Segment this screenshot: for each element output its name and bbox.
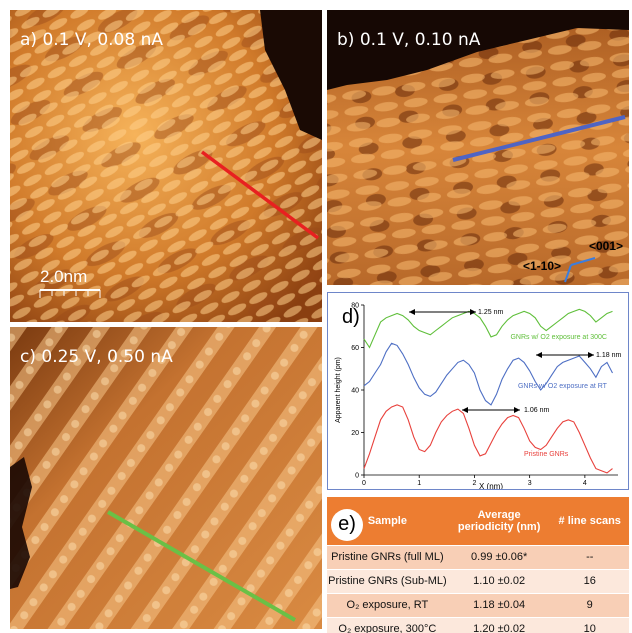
table-cell-periodicity: 0.99 ±0.06* [447,544,551,569]
table-row: O₂ exposure, RT 1.18 ±0.04 9 [327,592,629,617]
table-cell-periodicity: 1.18 ±0.04 [447,592,551,617]
y-tick-label: 0 [355,473,359,480]
table-cell-sample: Pristine GNRs (Sub-ML) [327,568,448,593]
direction-label-001: <001> [589,239,623,253]
scale-bar-label: 2.0nm [40,267,87,286]
table-cell-line-scans: 9 [550,592,629,617]
table-header-row: Sample Average periodicity (nm) # line s… [327,497,629,545]
table-row: O₂ exposure, 300°C 1.20 ±0.02 10 [327,616,629,633]
table-cell-sample: Pristine GNRs (full ML) [327,544,448,569]
stm-image-a: 2.0nm a) 0.1 V, 0.08 nA [10,10,322,322]
annotation-text-1-18: 1.18 nm [596,352,621,359]
table-row: Pristine GNRs (Sub-ML) 1.10 ±0.02 16 [327,568,629,593]
x-tick-label: 3 [528,480,532,487]
series-label-3: Pristine GNRs [524,451,569,458]
periodicity-table: Sample Average periodicity (nm) # line s… [327,497,629,633]
panel-d-label: d) [342,306,360,328]
annotation-text-1-25: 1.25 nm [478,309,503,316]
series-line-1 [363,308,613,349]
y-tick-label: 80 [351,303,359,310]
panel-b-label: b) 0.1 V, 0.10 nA [337,30,481,50]
series-label-1: GNRs w/ O2 exposure at 300C [510,334,607,341]
table-header-sample: Sample [367,514,407,527]
panel-c-label: c) 0.25 V, 0.50 nA [20,347,173,367]
direction-label-1-10: <1-10> [523,259,561,273]
x-tick-label: 1 [417,480,421,487]
annotation-text-1-06: 1.06 nm [524,407,549,414]
line-scan-blue [452,115,626,162]
table-cell-sample: O₂ exposure, 300°C [327,616,448,633]
annotation-1-18nm: 1.18 nm [536,352,621,359]
stm-image-c-graphic [10,327,322,629]
annotation-1-06nm: 1.06 nm [462,407,549,414]
series-line-2 [363,342,613,406]
line-profile-chart: d) 0 1 2 3 4 0 20 40 60 80 X (nm) Apparent height (… [327,292,629,490]
stm-image-a-graphic: 2.0nm [10,10,322,322]
periodicity-table-grid: Sample Average periodicity (nm) # line s… [327,497,629,633]
series-label-2: GNRs w/ O2 exposure at RT [518,383,608,390]
line-scan-green [106,510,297,622]
table-cell-periodicity: 1.10 ±0.02 [447,568,551,593]
stm-image-c: c) 0.25 V, 0.50 nA [10,327,322,629]
x-tick-label: 2 [472,480,476,487]
y-tick-label: 40 [351,388,359,395]
panel-a-label: a) 0.1 V, 0.08 nA [20,30,163,50]
table-header-periodicity: Average periodicity (nm) [457,508,541,533]
table-cell-sample: O₂ exposure, RT [327,592,448,617]
table-cell-line-scans: 16 [550,568,629,593]
scale-bar: 2.0nm [39,267,101,298]
table-row: Pristine GNRs (full ML) 0.99 ±0.06* -- [327,544,629,569]
line-scan-red [200,150,320,240]
y-tick-label: 20 [351,430,359,437]
table-cell-line-scans: 10 [550,616,629,633]
series-line-3 [363,404,613,474]
crystal-direction-axes: <001> <1-10> [523,239,623,283]
table-cell-line-scans: -- [550,544,629,569]
y-axis-label: Apparent height (pm) [335,357,342,423]
stm-image-b-graphic: <001> <1-10> [327,10,629,285]
y-tick-label: 60 [351,345,359,352]
table-cell-periodicity: 1.20 ±0.02 [447,616,551,633]
panel-e-label: e) [331,509,363,541]
x-tick-label: 4 [583,480,587,487]
table-header-line-scans: # line scans [558,514,621,527]
stm-image-b: <001> <1-10> b) 0.1 V, 0.10 nA [327,10,629,285]
x-axis-label: X (nm) [479,482,503,489]
annotation-1-25nm: 1.25 nm [409,309,503,316]
x-tick-label: 0 [362,480,366,487]
